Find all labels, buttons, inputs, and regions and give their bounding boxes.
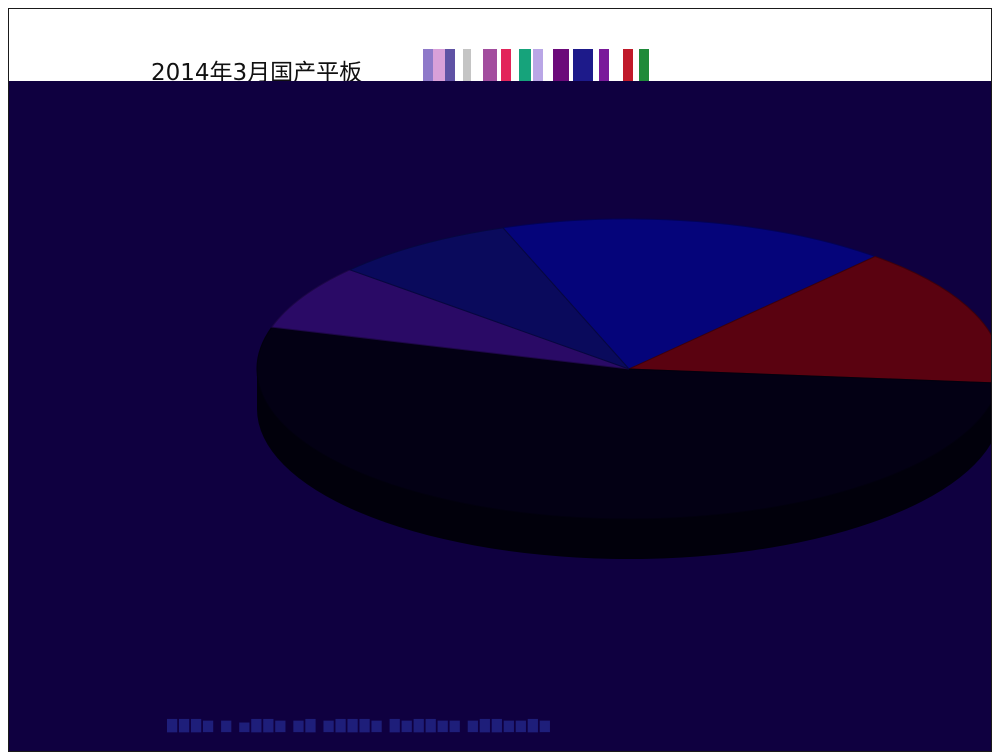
pie-slice-1 xyxy=(628,255,991,384)
pie-side-2 xyxy=(257,369,991,559)
chart-frame: 2014年3月国产平板 ▇▇▇▆ ▆ ▅▇▇▆ ▆▇ ▆▇▇▇▆ ▇▆▇▇▆▆ … xyxy=(8,8,992,752)
pie-slice-3 xyxy=(270,269,630,370)
pie-top-faces xyxy=(256,218,991,520)
pie-slice-2 xyxy=(256,326,991,520)
pie-side-walls xyxy=(257,369,991,559)
pie-chart xyxy=(256,218,991,559)
legend-text-artifact: ▇▇▇▆ ▆ ▅▇▇▆ ▆▇ ▆▇▇▇▆ ▇▆▇▇▆▆ ▆▇▇▆▆▇▆ xyxy=(167,718,552,733)
title-glitch-artifact xyxy=(423,49,655,81)
pie-slice-4 xyxy=(348,227,630,370)
